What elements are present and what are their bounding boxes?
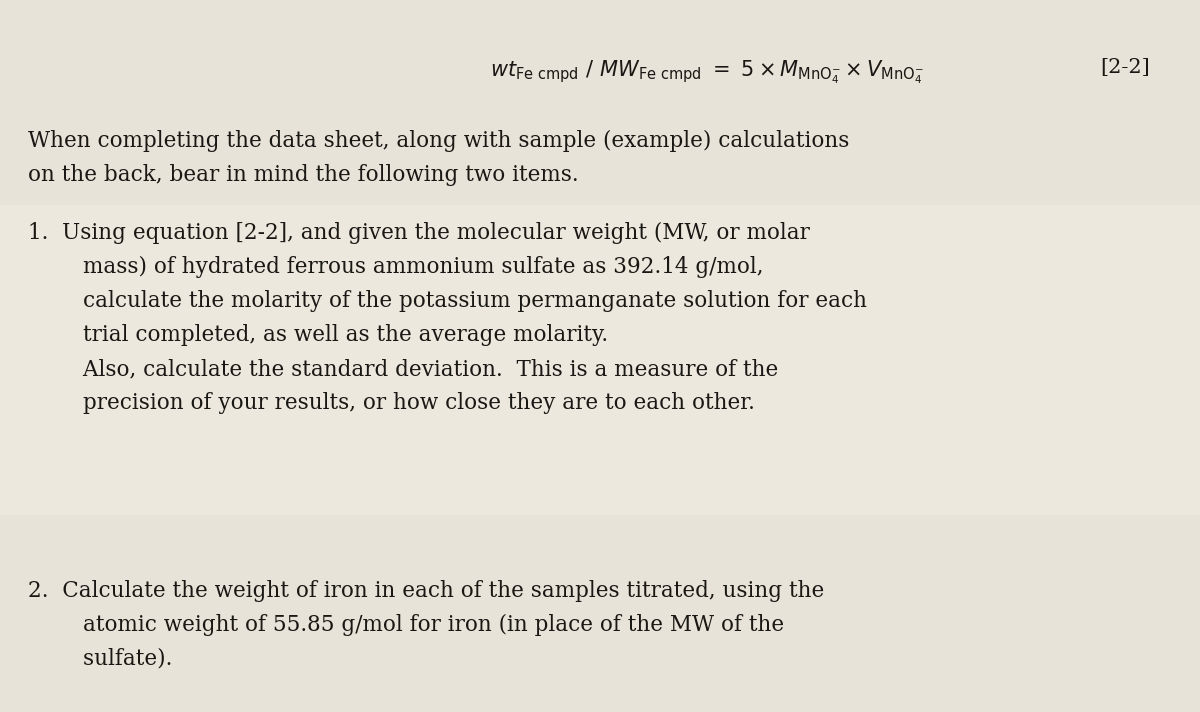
Text: [2-2]: [2-2]: [1100, 58, 1150, 77]
Text: Also, calculate the standard deviation.  This is a measure of the: Also, calculate the standard deviation. …: [28, 358, 779, 380]
Text: on the back, bear in mind the following two items.: on the back, bear in mind the following …: [28, 164, 578, 186]
Text: When completing the data sheet, along with sample (example) calculations: When completing the data sheet, along wi…: [28, 130, 850, 152]
Text: sulfate).: sulfate).: [28, 648, 173, 670]
Text: atomic weight of 55.85 g/mol for iron (in place of the MW of the: atomic weight of 55.85 g/mol for iron (i…: [28, 614, 784, 636]
FancyBboxPatch shape: [0, 205, 1200, 515]
Text: 2.  Calculate the weight of iron in each of the samples titrated, using the: 2. Calculate the weight of iron in each …: [28, 580, 824, 602]
Text: precision of your results, or how close they are to each other.: precision of your results, or how close …: [28, 392, 755, 414]
Text: calculate the molarity of the potassium permanganate solution for each: calculate the molarity of the potassium …: [28, 290, 866, 312]
Text: $\mathit{wt}_{\rm Fe\ cmpd}\ /\ \mathit{MW}_{\rm Fe\ cmpd}\ =\ 5 \times M_{\rm M: $\mathit{wt}_{\rm Fe\ cmpd}\ /\ \mathit{…: [490, 58, 924, 86]
Text: mass) of hydrated ferrous ammonium sulfate as 392.14 g/mol,: mass) of hydrated ferrous ammonium sulfa…: [28, 256, 763, 278]
Text: trial completed, as well as the average molarity.: trial completed, as well as the average …: [28, 324, 608, 346]
Text: 1.  Using equation [2-2], and given the molecular weight (MW, or molar: 1. Using equation [2-2], and given the m…: [28, 222, 810, 244]
